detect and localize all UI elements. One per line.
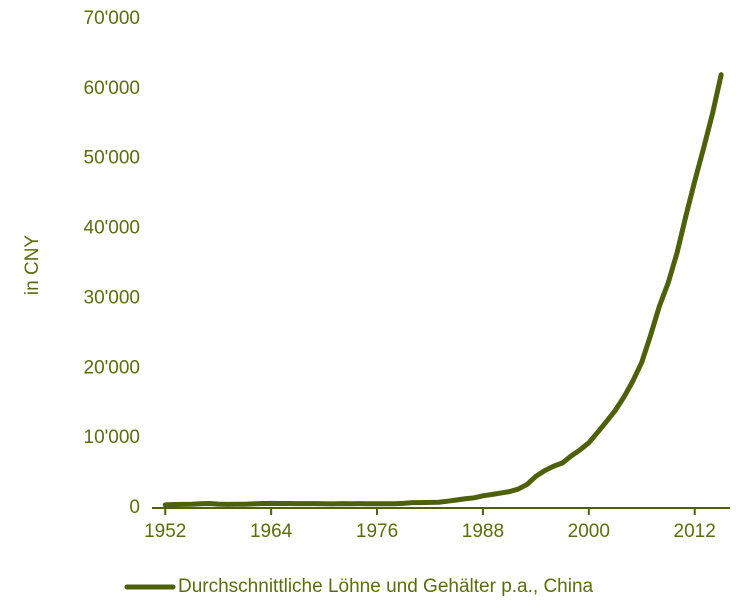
y-tick-label: 20'000	[84, 357, 140, 378]
y-tick-label: 60'000	[84, 78, 140, 99]
x-tick-label: 1988	[462, 521, 504, 542]
x-tick-label: 1964	[250, 521, 293, 542]
y-tick-label: 30'000	[84, 287, 140, 308]
y-tick-label: 70'000	[84, 8, 140, 29]
x-tick-label: 1952	[144, 521, 186, 542]
line	[162, 72, 724, 508]
y-tick-label: 0	[129, 497, 140, 518]
y-axis-label: in CNY	[22, 235, 43, 296]
y-tick-label: 50'000	[84, 148, 140, 169]
x-tick-label: 2012	[674, 521, 716, 542]
y-tick-label: 10'000	[84, 427, 140, 448]
y-tick-label: 40'000	[84, 218, 140, 239]
x-tick-label: 1976	[356, 521, 398, 542]
x-tick-label: 2000	[568, 521, 610, 542]
legend-label: Durchschnittliche Löhne und Gehälter p.a…	[178, 576, 594, 597]
